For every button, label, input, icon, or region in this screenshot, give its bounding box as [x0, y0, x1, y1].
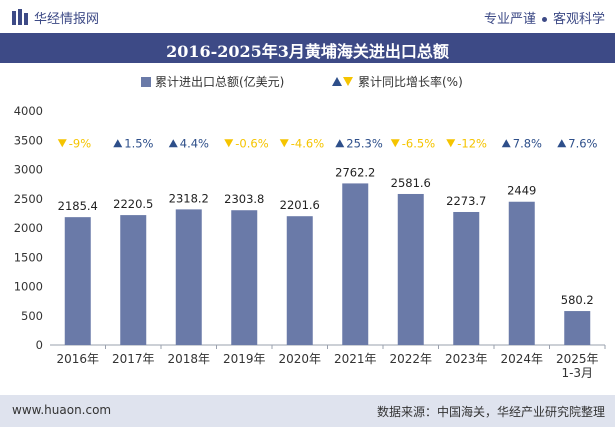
- growth-down-icon: [279, 139, 289, 148]
- data-label: 2303.8: [224, 192, 264, 206]
- growth-down-icon: [224, 139, 234, 148]
- bar-chart: 累计进出口总额(亿美元) 累计同比增长率(%) 0 500 1000 1500 2000 2…: [14, 74, 606, 380]
- bar: [508, 201, 535, 345]
- bar: [231, 210, 258, 345]
- growth-down-icon: [446, 139, 456, 148]
- growth-label: -0.6%: [235, 136, 268, 150]
- data-label: 2273.7: [446, 194, 486, 208]
- bar: [64, 217, 91, 345]
- x-tick-label: 2020年: [278, 352, 321, 366]
- x-tick-label: 2022年: [389, 352, 432, 366]
- bar: [120, 215, 147, 345]
- title-bar: 2016-2025年3月黄埔海关进出口总额: [0, 33, 615, 63]
- x-tick-label: 2025年: [556, 352, 599, 366]
- chart-x-tick-labels: 2016年 2017年 2018年 2019年 2020年 2021年 2022年 2023年…: [56, 352, 598, 380]
- bar: [397, 193, 424, 345]
- legend-bar-swatch: [141, 77, 151, 87]
- y-tick-label: 2000: [14, 221, 43, 235]
- bar: [453, 211, 480, 345]
- footer: www.huaon.com 数据来源：中国海关，华经产业研究院整理: [0, 395, 615, 427]
- growth-label: -9%: [69, 136, 91, 150]
- growth-label: -12%: [457, 136, 487, 150]
- data-label: 2220.5: [113, 197, 153, 211]
- growth-up-icon: [113, 139, 123, 148]
- chart-growth-labels: -9% 1.5% 4.4% -0.6% -4.6% 25.3% -6.5% -12% 7.8% 7…: [57, 136, 598, 150]
- x-tick-label: 2016年: [56, 352, 99, 366]
- x-tick-label: 2023年: [445, 352, 488, 366]
- legend-bar-label: 累计进出口总额(亿美元): [155, 74, 284, 89]
- data-label: 2201.6: [280, 198, 320, 212]
- bar: [564, 311, 591, 345]
- growth-label: -6.5%: [402, 136, 435, 150]
- data-label: 2762.2: [335, 165, 375, 179]
- x-tick-label: 2017年: [112, 352, 155, 366]
- data-label: 2449: [507, 184, 536, 198]
- data-label: 2581.6: [391, 176, 431, 190]
- growth-up-icon: [335, 139, 345, 148]
- y-tick-label: 0: [36, 338, 43, 352]
- legend-up-triangle-icon: [332, 77, 342, 86]
- growth-label: 25.3%: [346, 136, 383, 150]
- growth-up-icon: [168, 139, 178, 148]
- bullet-dot-icon: [541, 17, 547, 22]
- chart-value-labels: 2185.4 2220.5 2318.2 2303.8 2201.6 2762.2 2581…: [58, 165, 594, 307]
- growth-label: 4.4%: [180, 136, 209, 150]
- slogan-right: 客观科学: [552, 12, 605, 27]
- legend-down-triangle-icon: [343, 77, 353, 86]
- data-label: 2318.2: [169, 191, 209, 205]
- chart-title: 2016-2025年3月黄埔海关进出口总额: [166, 42, 449, 61]
- footer-source: 数据来源：中国海关，华经产业研究院整理: [376, 405, 605, 419]
- y-tick-label: 3000: [14, 163, 43, 177]
- footer-website: www.huaon.com: [12, 403, 112, 417]
- chart-legend: 累计进出口总额(亿美元) 累计同比增长率(%): [141, 74, 463, 89]
- growth-label: 7.6%: [568, 136, 597, 150]
- y-tick-label: 500: [21, 309, 43, 323]
- data-label: 2185.4: [58, 199, 98, 213]
- chart-bars: [64, 183, 591, 345]
- growth-up-icon: [557, 139, 567, 148]
- growth-up-icon: [501, 139, 511, 148]
- legend-growth-label: 累计同比增长率(%): [358, 74, 463, 89]
- bar: [175, 209, 202, 345]
- bar: [286, 216, 313, 345]
- bar: [342, 183, 369, 345]
- x-tick-label: 2019年: [223, 352, 266, 366]
- x-tick-label: 2018年: [167, 352, 210, 366]
- growth-label: 7.8%: [513, 136, 542, 150]
- y-tick-label: 3500: [14, 133, 43, 147]
- x-tick-label: 1-3月: [561, 366, 593, 380]
- y-tick-label: 4000: [14, 104, 43, 118]
- growth-label: -4.6%: [291, 136, 324, 150]
- growth-down-icon: [390, 139, 400, 148]
- x-tick-label: 2024年: [500, 352, 543, 366]
- logo-text: 华经情报网: [34, 12, 100, 27]
- x-tick-label: 2021年: [334, 352, 377, 366]
- growth-down-icon: [57, 139, 67, 148]
- slogan: 专业严谨 客观科学: [484, 8, 605, 27]
- y-tick-label: 1500: [14, 250, 43, 264]
- y-tick-label: 1000: [14, 280, 43, 294]
- slogan-left: 专业严谨: [483, 12, 536, 27]
- top-header: 华经情报网 专业严谨 客观科学: [0, 0, 615, 33]
- logo-icon: [12, 9, 28, 25]
- growth-label: 1.5%: [124, 136, 153, 150]
- data-label: 580.2: [561, 293, 594, 307]
- y-tick-label: 2500: [14, 192, 43, 206]
